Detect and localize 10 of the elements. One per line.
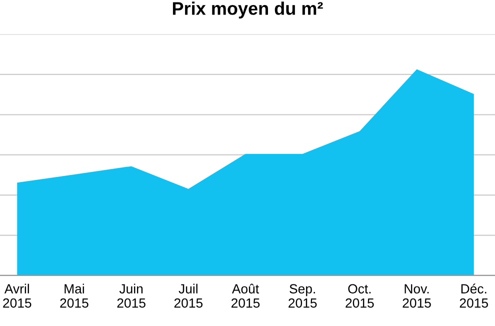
x-tick-label: Août 2015	[231, 284, 260, 308]
x-tick-label: Juil 2015	[174, 284, 203, 308]
x-tick-label: Déc. 2015	[460, 284, 488, 308]
x-tick-label: Mai 2015	[60, 284, 88, 308]
x-tick-label: Avril 2015	[3, 284, 32, 308]
x-tick-label: Nov. 2015	[402, 284, 431, 308]
chart-title: Prix moyen du m²	[172, 2, 323, 18]
x-tick-label: Juin 2015	[117, 284, 146, 308]
x-tick-label: Sep. 2015	[288, 284, 317, 308]
x-tick-label: Oct. 2015	[346, 284, 374, 308]
